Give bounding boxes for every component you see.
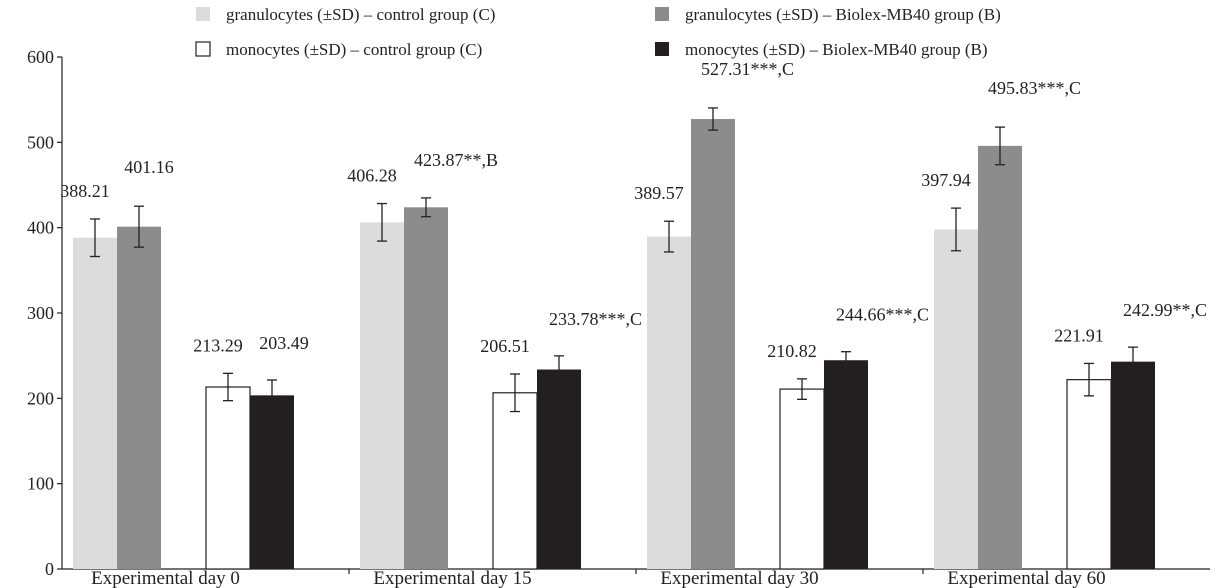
legend-label: monocytes (±SD) – control group (C) [226, 40, 482, 59]
y-tick-label: 600 [27, 47, 54, 67]
bar [73, 237, 117, 569]
bar [824, 360, 868, 569]
bar [360, 222, 404, 569]
data-label: 423.87**,B [414, 150, 498, 170]
data-label: 203.49 [259, 333, 309, 353]
legend-label: monocytes (±SD) – Biolex-MB40 group (B) [685, 40, 988, 59]
x-category-label: Experimental day 60 [947, 568, 1105, 588]
bar [537, 369, 581, 569]
data-label: 210.82 [767, 341, 817, 361]
bar [492, 392, 538, 570]
legend: granulocytes (±SD) – control group (C) mo… [195, 5, 1001, 59]
bar [1111, 361, 1155, 569]
bar [1066, 379, 1112, 570]
legend-swatch [655, 7, 669, 21]
y-tick-label: 0 [45, 559, 54, 579]
data-labels: 388.21 406.28 389.57 397.94 401.16 423.87**,B… [60, 59, 1207, 361]
x-category-label: Experimental day 30 [660, 568, 818, 588]
y-tick-label: 100 [27, 474, 54, 494]
data-label: 527.31***,C [701, 59, 794, 79]
bar [978, 145, 1022, 570]
y-tick-label: 400 [27, 218, 54, 238]
data-label: 397.94 [921, 170, 971, 190]
bars [73, 107, 1155, 570]
bar [779, 388, 825, 570]
axes: 0 100 200 300 400 500 600 Experimental day 0 Exp… [27, 47, 1210, 588]
bar [647, 236, 691, 569]
data-label: 213.29 [193, 335, 243, 355]
data-label: 233.78***,C [549, 309, 642, 329]
data-label: 406.28 [347, 166, 397, 186]
data-label: 206.51 [480, 336, 530, 356]
bar [934, 229, 978, 569]
y-tick-label: 300 [27, 303, 54, 323]
legend-swatch [195, 41, 211, 57]
legend-label: granulocytes (±SD) – control group (C) [226, 5, 495, 24]
data-label: 495.83***,C [988, 78, 1081, 98]
bar [691, 119, 735, 569]
bar [404, 207, 448, 569]
data-label: 401.16 [124, 157, 174, 177]
y-tick-label: 200 [27, 388, 54, 408]
legend-swatch [655, 42, 669, 56]
x-category-label: Experimental day 15 [373, 568, 531, 588]
legend-swatch [196, 7, 210, 21]
data-label: 221.91 [1054, 325, 1104, 345]
y-tick-label: 500 [27, 132, 54, 152]
legend-label: granulocytes (±SD) – Biolex-MB40 group (… [685, 5, 1001, 24]
data-label: 244.66***,C [836, 305, 929, 325]
x-category-label: Experimental day 0 [91, 568, 240, 588]
data-label: 389.57 [634, 183, 684, 203]
bar [117, 226, 161, 569]
data-label: 242.99**,C [1123, 300, 1207, 320]
bar [250, 395, 294, 569]
data-label: 388.21 [60, 181, 110, 201]
bar [205, 386, 251, 570]
